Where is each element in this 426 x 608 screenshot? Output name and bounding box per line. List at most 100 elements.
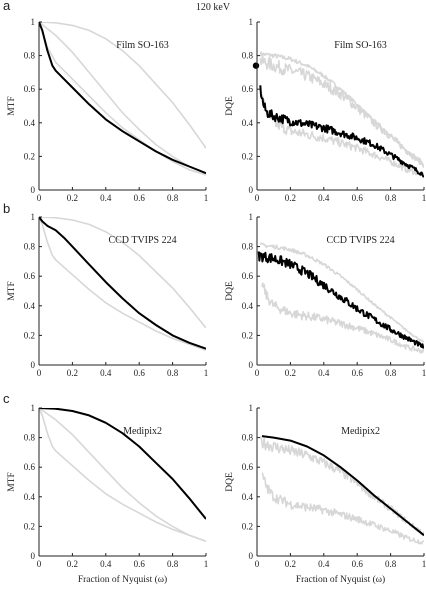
x-tick-label: 0 xyxy=(255,368,260,378)
x-tick-label: 0 xyxy=(37,559,42,569)
y-tick-label: 1 xyxy=(249,403,254,413)
x-tick-label: 0.4 xyxy=(318,193,330,203)
x-tick-label: 0.4 xyxy=(100,559,112,569)
data-point-marker xyxy=(252,62,260,69)
x-tick-label: 0.8 xyxy=(385,559,397,569)
row-label-c: c xyxy=(3,391,10,406)
series-line-reference xyxy=(39,22,206,174)
x-tick-label: 0 xyxy=(255,193,260,203)
series-line-reference xyxy=(259,53,424,168)
figure-header: 120 keV xyxy=(196,2,231,13)
y-tick-label: 0 xyxy=(249,551,254,561)
x-tick-label: 0.8 xyxy=(167,368,179,378)
x-tick-label: 0.4 xyxy=(100,368,112,378)
series-line-reference xyxy=(39,217,206,329)
x-tick-label: 0.2 xyxy=(67,193,78,203)
x-tick-label: 1 xyxy=(204,193,209,203)
y-tick-label: 1 xyxy=(249,17,254,27)
y-tick-label: 0.4 xyxy=(242,301,254,311)
x-tick-label: 0.4 xyxy=(318,559,330,569)
y-tick-label: 0.6 xyxy=(242,462,254,472)
x-tick-label: 0.2 xyxy=(285,193,296,203)
chart-a-dqe: 0 0.2 0.4 0.6 0.8 1 0 0.2 0.4 0.6 0.8 1 DQE Film SO-1… xyxy=(225,17,426,203)
y-tick-label: 0.2 xyxy=(24,521,35,531)
y-tick-label: 0.6 xyxy=(24,462,36,472)
y-tick-label: 0 xyxy=(31,360,36,370)
x-tick-label: 1 xyxy=(422,193,426,203)
chart-b-mtf: 0 0.2 0.4 0.6 0.8 1 0 0.2 0.4 0.6 0.8 1 MTF CCD TVIPS… xyxy=(7,212,208,378)
y-tick-label: 1 xyxy=(249,212,254,222)
series-line-reference xyxy=(39,408,206,542)
x-tick-label: 0.8 xyxy=(167,559,179,569)
x-axis-label: Fraction of Nyquist (ω) xyxy=(296,574,385,585)
x-tick-label: 0.6 xyxy=(134,368,146,378)
x-tick-label: 0.6 xyxy=(134,193,146,203)
y-tick-label: 0 xyxy=(249,185,254,195)
x-tick-label: 1 xyxy=(422,559,426,569)
x-tick-label: 0.6 xyxy=(134,559,146,569)
series-line-reference xyxy=(39,408,206,542)
panel-title: Medipix2 xyxy=(123,426,162,437)
y-tick-label: 0.4 xyxy=(242,118,254,128)
x-tick-label: 0.2 xyxy=(67,368,78,378)
x-tick-label: 0.4 xyxy=(100,193,112,203)
y-tick-label: 0.2 xyxy=(242,151,253,161)
y-tick-label: 0.4 xyxy=(242,492,254,502)
series-line-highlight xyxy=(259,85,424,178)
panel-title: Film SO-163 xyxy=(116,40,169,51)
y-tick-label: 0.2 xyxy=(24,330,35,340)
x-tick-label: 0.8 xyxy=(385,368,397,378)
x-tick-label: 0.2 xyxy=(285,559,296,569)
chart-c-mtf: 0 0.2 0.4 0.6 0.8 1 0 0.2 0.4 0.6 0.8 1 MTF Fraction … xyxy=(7,403,208,585)
y-tick-label: 0.2 xyxy=(242,521,253,531)
panel-title: CCD TVIPS 224 xyxy=(108,235,176,246)
series-line-highlight xyxy=(261,435,424,537)
series-line-reference xyxy=(39,217,206,351)
row-label-a: a xyxy=(3,0,11,13)
y-tick-label: 1 xyxy=(31,403,36,413)
y-tick-label: 0.6 xyxy=(242,84,254,94)
y-tick-label: 0.8 xyxy=(242,51,254,61)
y-tick-label: 0.2 xyxy=(24,151,35,161)
x-tick-label: 1 xyxy=(422,368,426,378)
y-tick-label: 0.8 xyxy=(242,242,254,252)
series-line-highlight xyxy=(39,22,206,175)
y-tick-label: 1 xyxy=(31,17,36,27)
x-tick-label: 0.2 xyxy=(67,559,78,569)
x-tick-label: 0 xyxy=(255,559,260,569)
series-line-reference xyxy=(39,22,206,176)
chart-c-dqe: 0 0.2 0.4 0.6 0.8 1 0 0.2 0.4 0.6 0.8 1 DQE Fraction … xyxy=(225,403,426,585)
series-line-reference xyxy=(259,51,424,167)
x-tick-label: 1 xyxy=(204,368,209,378)
y-axis-label: DQE xyxy=(225,472,235,492)
x-tick-label: 0 xyxy=(37,368,42,378)
x-tick-label: 1 xyxy=(204,559,209,569)
row-label-b: b xyxy=(3,201,10,216)
series-line-highlight xyxy=(39,408,206,520)
x-tick-label: 0.6 xyxy=(352,559,364,569)
series-line-reference xyxy=(39,22,206,149)
y-tick-label: 1 xyxy=(31,212,36,222)
y-tick-label: 0.4 xyxy=(24,118,36,128)
chart-a-mtf: 0 0.2 0.4 0.6 0.8 1 0 0.2 0.4 0.6 0.8 1 MTF Film SO-1… xyxy=(7,17,208,203)
x-tick-label: 0.6 xyxy=(352,193,364,203)
y-axis-label: MTF xyxy=(7,96,17,116)
y-axis-label: MTF xyxy=(7,281,17,301)
panel-title: Medipix2 xyxy=(341,426,380,437)
y-tick-label: 0.6 xyxy=(24,271,36,281)
panel-title: CCD TVIPS 224 xyxy=(326,235,394,246)
chart-b-dqe: 0 0.2 0.4 0.6 0.8 1 0 0.2 0.4 0.6 0.8 1 DQE CCD TVIPS… xyxy=(225,212,426,378)
y-axis-label: DQE xyxy=(225,281,235,301)
series-line-reference xyxy=(261,94,424,177)
y-axis-label: MTF xyxy=(7,472,17,492)
series-line-reference xyxy=(261,282,424,354)
y-tick-label: 0.8 xyxy=(24,51,36,61)
x-axis-label: Fraction of Nyquist (ω) xyxy=(78,574,167,585)
y-tick-label: 0.8 xyxy=(24,242,36,252)
x-tick-label: 0 xyxy=(37,193,42,203)
y-tick-label: 0.6 xyxy=(24,84,36,94)
x-tick-label: 0.6 xyxy=(352,368,364,378)
y-axis-label: DQE xyxy=(225,96,235,116)
